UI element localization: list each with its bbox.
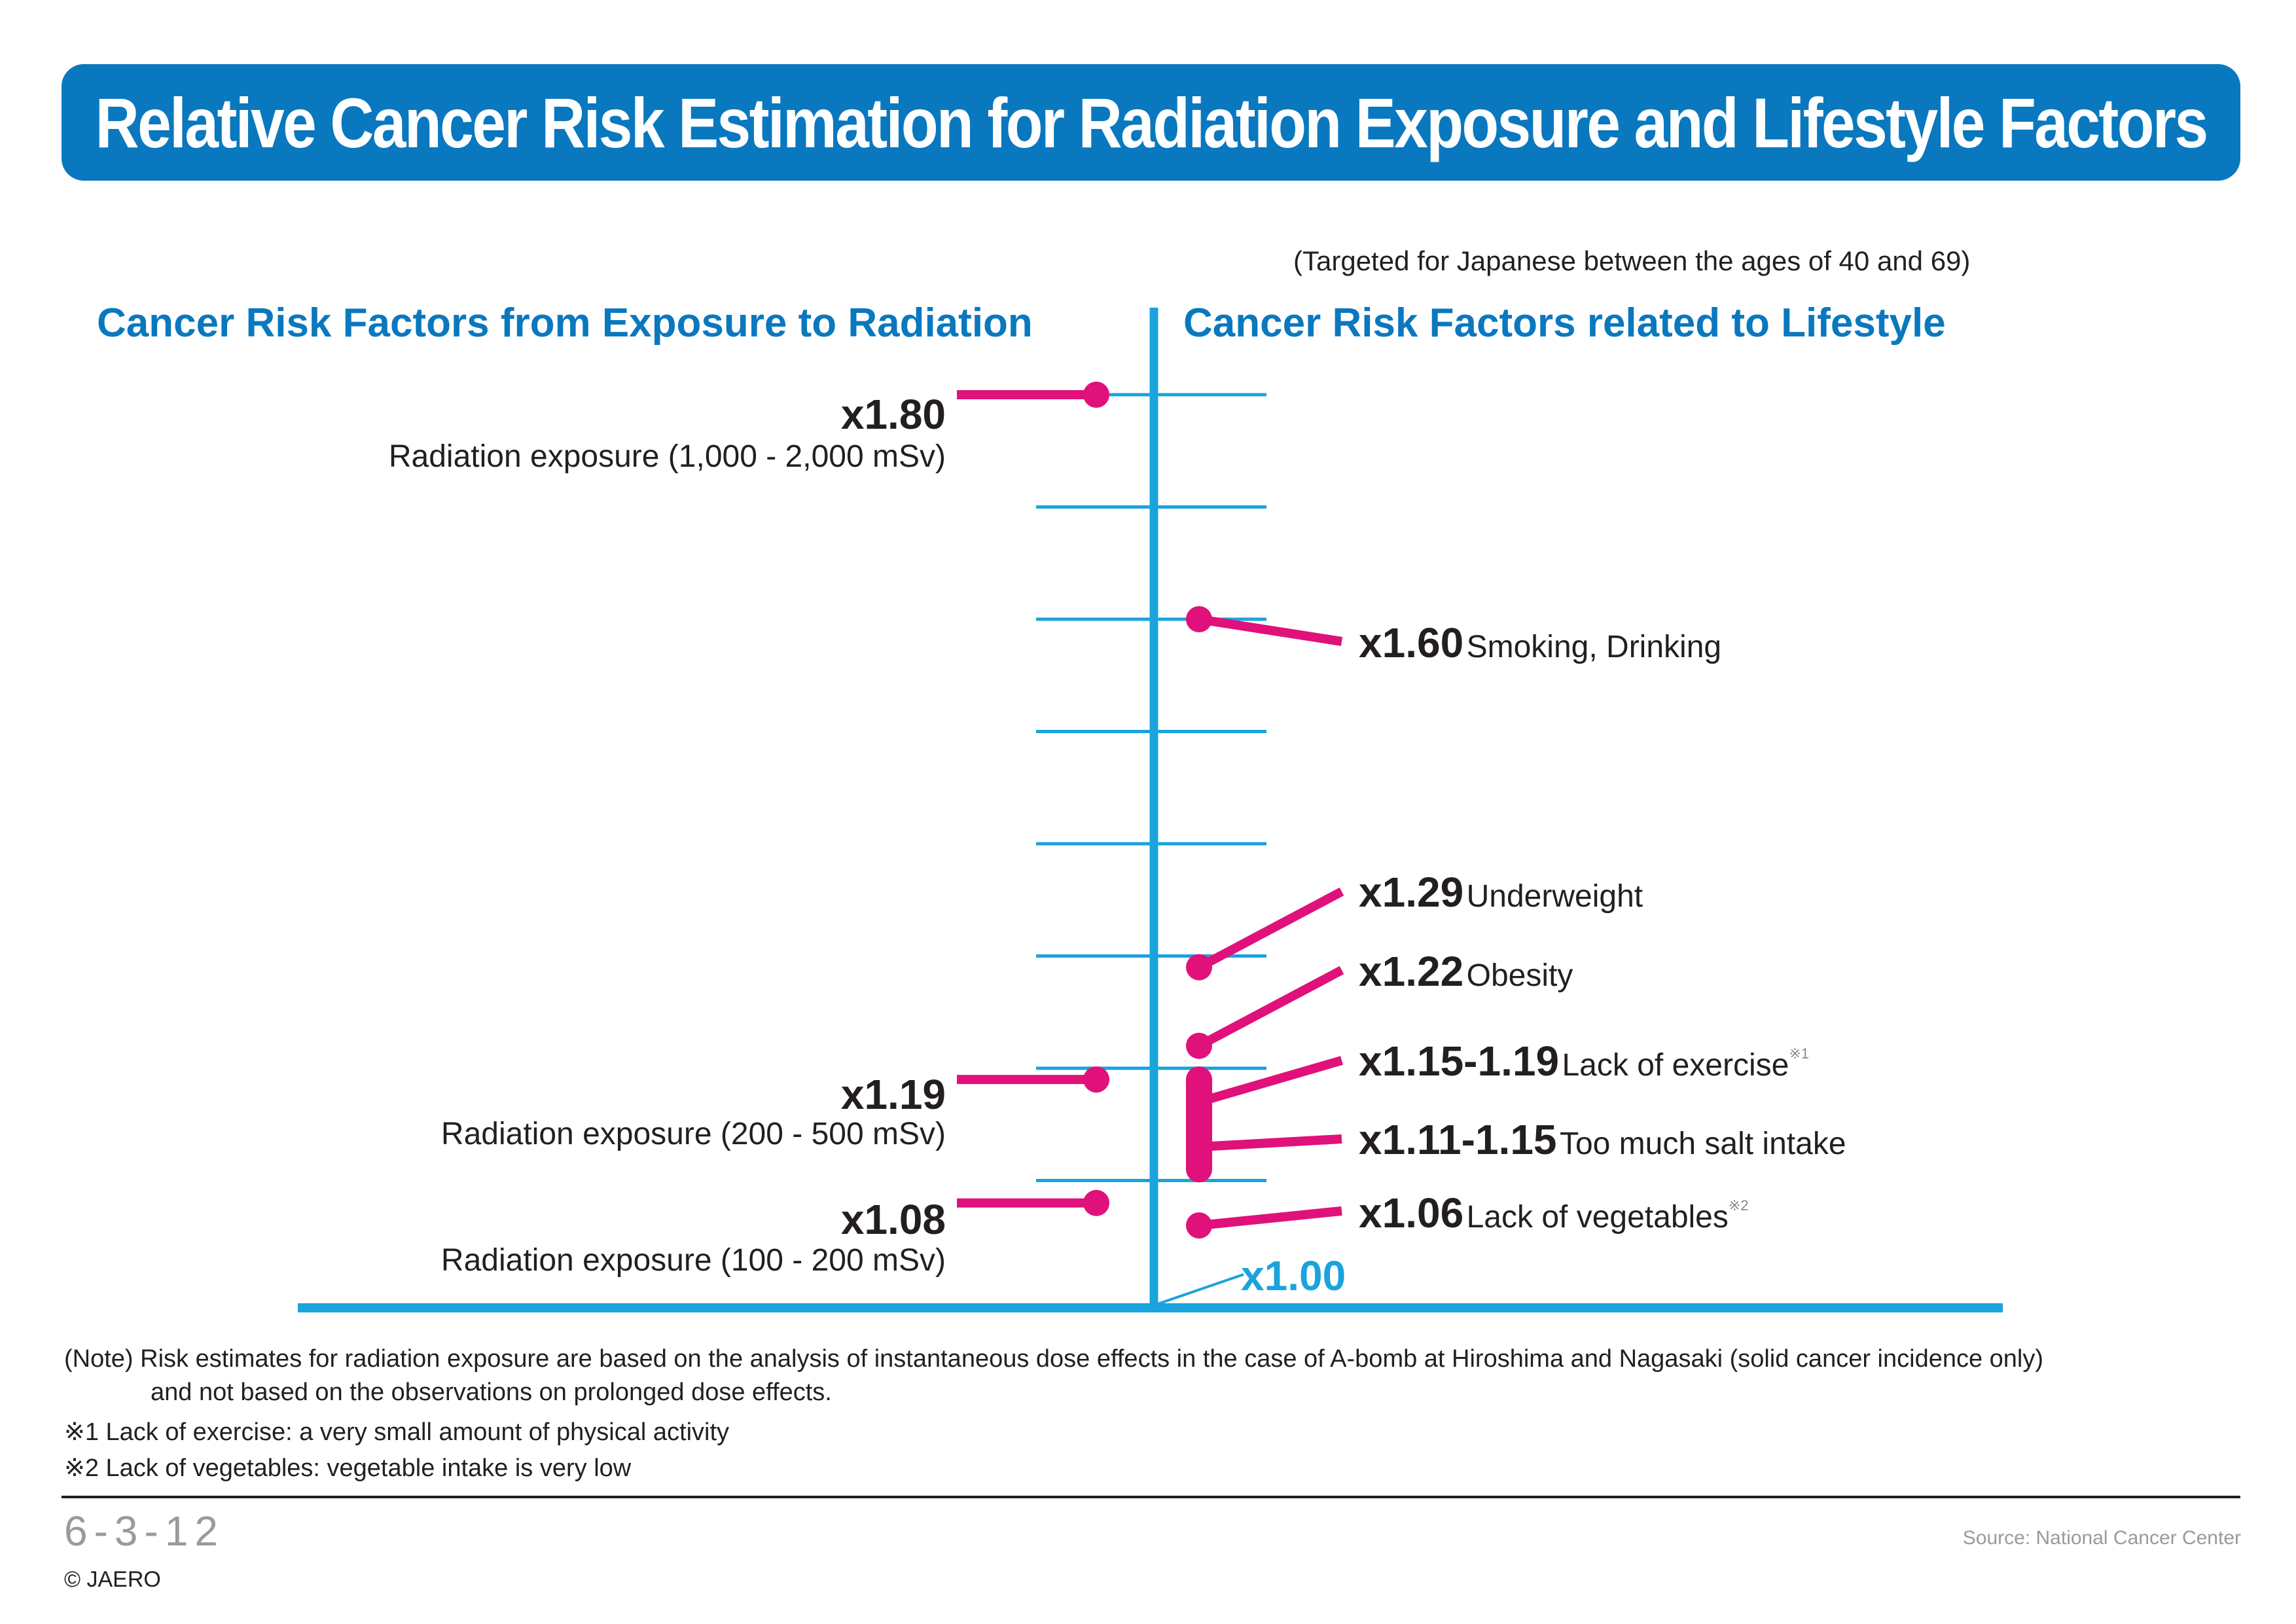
lifestyle-label-3: Obesity: [1466, 958, 1573, 993]
lifestyle-point-1: [1186, 606, 1212, 632]
lifestyle-point-6: [1186, 1212, 1212, 1239]
lifestyle-value-4: x1.15-1.19: [1359, 1038, 1560, 1085]
radiation-value-1: x1.80: [840, 391, 946, 438]
page-number: 6-3-12: [64, 1507, 224, 1555]
baseline-pointer: [1157, 1273, 1244, 1305]
lifestyle-label-1: Smoking, Drinking: [1466, 630, 1722, 664]
lifestyle-value-6: x1.06: [1359, 1189, 1464, 1236]
footnote-mark-2: ※2: [1728, 1197, 1749, 1214]
lifestyle-value-5: x1.11-1.15: [1359, 1116, 1557, 1163]
lifestyle-leader-1: [1198, 615, 1343, 646]
copyright: © JAERO: [64, 1567, 161, 1592]
note-line-1: (Note) Risk estimates for radiation expo…: [64, 1345, 2044, 1373]
lifestyle-item-1: x1.60 Smoking, Drinking: [1359, 619, 1721, 667]
lifestyle-leader-6: [1198, 1206, 1342, 1231]
note-line-2: and not based on the observations on pro…: [151, 1379, 832, 1406]
radiation-label-2: Radiation exposure (200 - 500 mSv): [440, 1117, 946, 1151]
lifestyle-point-3: [1186, 1032, 1212, 1059]
lifestyle-label-4: Lack of exercise: [1562, 1048, 1789, 1083]
subtitle: (Targeted for Japanese between the ages …: [1293, 245, 1971, 276]
footnote-1: ※1 Lack of exercise: a very small amount…: [64, 1418, 730, 1446]
radiation-point-2: [1083, 1066, 1109, 1093]
lifestyle-leader-2: [1196, 887, 1344, 971]
right-panel-heading: Cancer Risk Factors related to Lifestyle: [1183, 300, 1946, 346]
lifestyle-item-3: x1.22 Obesity: [1359, 947, 1573, 996]
radiation-value-2: x1.19: [840, 1071, 946, 1118]
lifestyle-item-2: x1.29 Underweight: [1359, 868, 1643, 916]
lifestyle-label-2: Underweight: [1466, 879, 1643, 914]
lifestyle-item-4: x1.15-1.19 Lack of exercise※1: [1359, 1037, 1809, 1085]
lifestyle-label-6: Lack of vegetables: [1466, 1200, 1729, 1235]
footnote-mark-1: ※1: [1789, 1045, 1809, 1062]
radiation-point-1: [1083, 382, 1109, 408]
lifestyle-value-1: x1.60: [1359, 619, 1464, 666]
lifestyle-item-5: x1.11-1.15 Too much salt intake: [1359, 1115, 1846, 1164]
lifestyle-value-3: x1.22: [1359, 948, 1464, 995]
source-credit: Source: National Cancer Center: [1962, 1527, 2241, 1549]
lifestyle-leader-5: [1198, 1134, 1342, 1152]
footer-divider: [62, 1496, 2240, 1498]
lifestyle-leader-4: [1198, 1056, 1343, 1107]
radiation-label-3: Radiation exposure (100 - 200 mSv): [440, 1243, 946, 1278]
lifestyle-leader-3: [1196, 965, 1344, 1050]
radiation-label-1: Radiation exposure (1,000 - 2,000 mSv): [388, 439, 946, 474]
left-panel-heading: Cancer Risk Factors from Exposure to Rad…: [97, 300, 1033, 346]
radiation-value-3: x1.08: [840, 1196, 946, 1243]
radiation-point-3: [1083, 1189, 1109, 1216]
lifestyle-label-5: Too much salt intake: [1559, 1127, 1846, 1161]
lifestyle-item-6: x1.06 Lack of vegetables※2: [1359, 1189, 1749, 1237]
baseline-label: x1.00: [1241, 1252, 1346, 1299]
lifestyle-value-2: x1.29: [1359, 869, 1464, 916]
title-banner: Relative Cancer Risk Estimation for Radi…: [62, 64, 2240, 181]
footnote-2: ※2 Lack of vegetables: vegetable intake …: [64, 1454, 632, 1482]
lifestyle-point-2: [1186, 954, 1212, 981]
page-title: Relative Cancer Risk Estimation for Radi…: [95, 82, 2209, 162]
